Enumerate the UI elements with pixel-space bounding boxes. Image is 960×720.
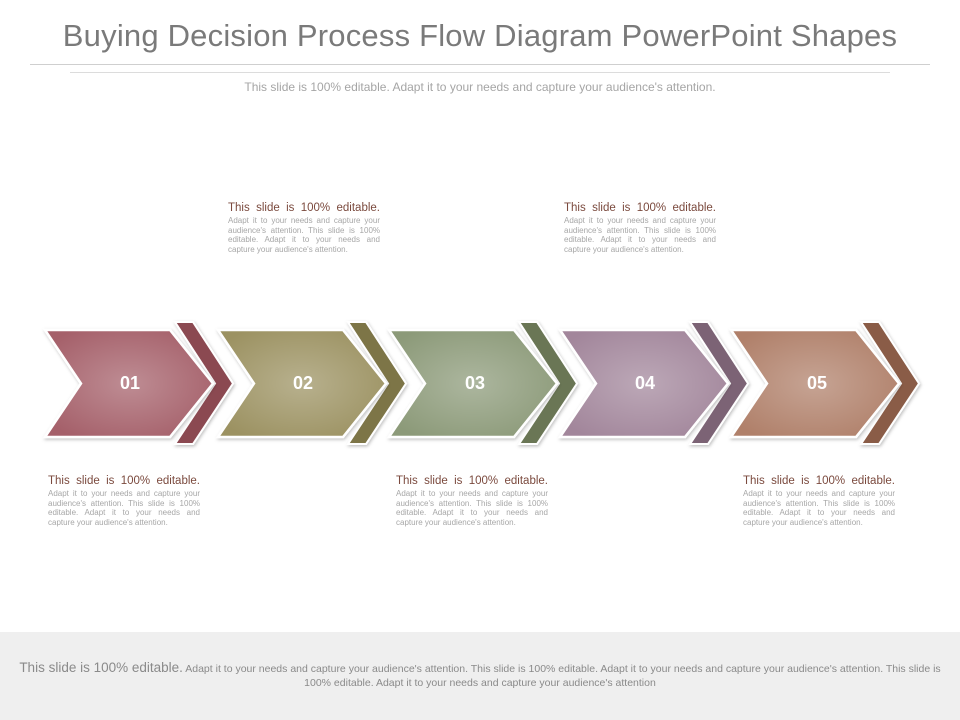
step-4-description: This slide is 100% editable. Adapt it to… xyxy=(564,201,716,254)
step-4-chevron-back xyxy=(688,321,750,445)
step-1-description: This slide is 100% editable. Adapt it to… xyxy=(48,474,200,527)
step-4-chevron-highlight xyxy=(560,330,728,437)
step-5-description: This slide is 100% editable. Adapt it to… xyxy=(743,474,895,527)
slide-title: Buying Decision Process Flow Diagram Pow… xyxy=(62,18,898,53)
footer-body: Adapt it to your needs and capture your … xyxy=(185,663,941,689)
step-4-lead: This slide is 100% editable. xyxy=(564,202,716,214)
step-2-description: This slide is 100% editable. Adapt it to… xyxy=(228,201,380,254)
footer-bar: This slide is 100% editable. Adapt it to… xyxy=(0,632,960,720)
step-2-number: 02 xyxy=(292,373,314,393)
subtitle-divider xyxy=(70,72,890,73)
slide-subtitle: This slide is 100% editable. Adapt it to… xyxy=(244,80,716,94)
step-3-number: 03 xyxy=(464,373,486,393)
footer-lead: This slide is 100% editable. xyxy=(19,660,183,675)
step-4-number: 04 xyxy=(634,373,656,393)
step-1-chevron-highlight xyxy=(45,330,213,437)
step-5-number: 05 xyxy=(806,373,828,393)
step-1-number: 01 xyxy=(119,373,141,393)
step-3-lead: This slide is 100% editable. xyxy=(396,475,548,487)
step-5-body: Adapt it to your needs and capture your … xyxy=(743,489,895,527)
step-3-chevron-back xyxy=(517,321,579,445)
step-2-lead: This slide is 100% editable. xyxy=(228,202,380,214)
step-2-chevron-highlight xyxy=(218,330,386,437)
step-1-lead: This slide is 100% editable. xyxy=(48,475,200,487)
step-5-lead: This slide is 100% editable. xyxy=(743,475,895,487)
step-1-body: Adapt it to your needs and capture your … xyxy=(48,489,200,527)
step-1-chevron-back xyxy=(173,321,235,445)
step-3-chevron-highlight xyxy=(389,330,557,437)
step-3-description: This slide is 100% editable. Adapt it to… xyxy=(396,474,548,527)
step-2-chevron-back xyxy=(346,321,408,445)
footer-text: This slide is 100% editable. Adapt it to… xyxy=(12,661,948,690)
step-5-chevron-highlight xyxy=(731,330,899,437)
step-4-body: Adapt it to your needs and capture your … xyxy=(564,216,716,254)
step-5-chevron-back xyxy=(859,321,921,445)
title-divider xyxy=(30,64,930,65)
step-2-body: Adapt it to your needs and capture your … xyxy=(228,216,380,254)
step-3-body: Adapt it to your needs and capture your … xyxy=(396,489,548,527)
